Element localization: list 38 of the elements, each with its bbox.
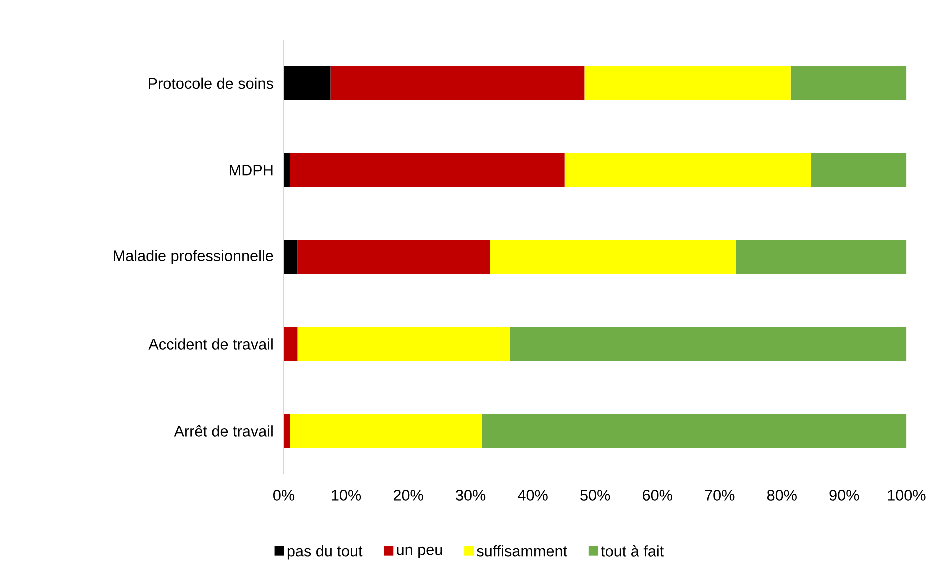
legend-label: suffisamment	[477, 546, 568, 557]
bar	[510, 327, 907, 362]
x-tick-label: 10%	[332, 490, 362, 502]
bar	[284, 327, 298, 362]
x-tick-label: 40%	[518, 490, 548, 502]
bar	[564, 154, 812, 188]
bar	[330, 66, 585, 101]
y-tick-label: Protocole de soins	[149, 78, 274, 90]
bar	[298, 327, 510, 362]
bar	[736, 240, 907, 274]
x-tick-label: 70%	[705, 490, 735, 502]
bar	[284, 154, 290, 188]
bar	[290, 414, 482, 448]
x-tick-label: 80%	[767, 490, 797, 502]
bar	[284, 414, 290, 448]
y-tick-label: Maladie professionnelle	[114, 250, 274, 265]
bar	[811, 154, 907, 188]
bar	[290, 154, 565, 188]
bar	[482, 414, 907, 448]
x-tick-label: 60%	[643, 490, 672, 502]
bar	[584, 66, 791, 101]
x-tick-label: 100%	[888, 490, 926, 502]
x-tick-label: 20%	[394, 490, 424, 502]
y-tick-label: Arrêt de travail	[174, 426, 273, 438]
x-tick-label: 90%	[830, 490, 860, 502]
y-tick-label: MDPH	[230, 165, 273, 176]
x-tick-label: 30%	[456, 490, 486, 502]
legend-label: un peu	[397, 547, 442, 558]
legend-label: tout à fait	[601, 546, 664, 557]
bar	[284, 66, 331, 101]
x-tick-label: 0%	[274, 490, 295, 502]
x-tick-label: 50%	[580, 490, 610, 502]
bar	[490, 240, 736, 274]
y-tick-label: Accident de travail	[148, 338, 273, 350]
legend-label: pas du tout	[288, 546, 363, 560]
bar	[298, 240, 490, 274]
bar	[284, 240, 298, 274]
bar	[790, 66, 907, 101]
